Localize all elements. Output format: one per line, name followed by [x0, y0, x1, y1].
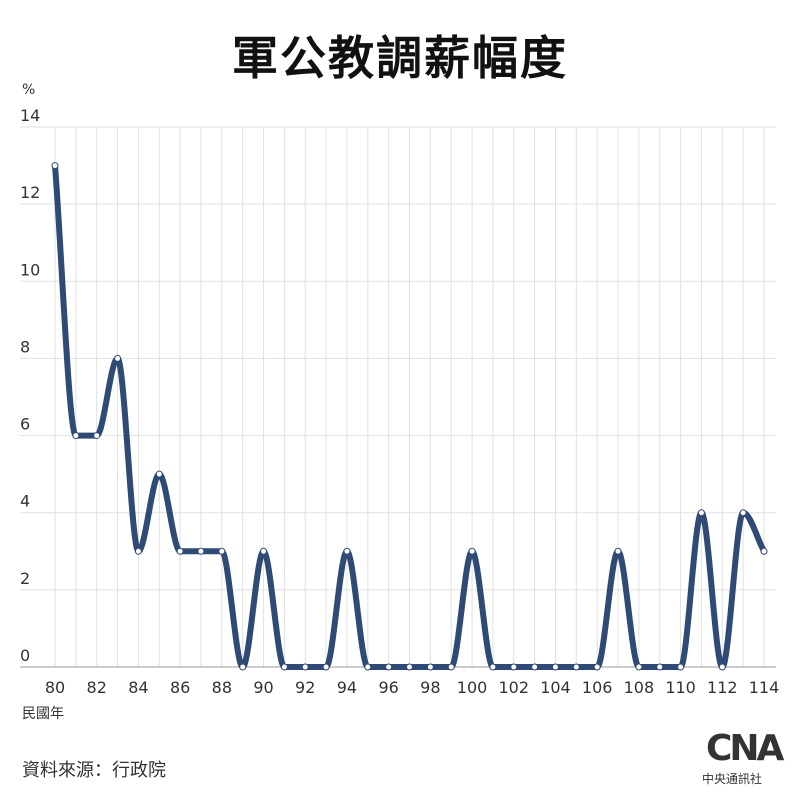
y-tick-label: 0	[20, 646, 30, 665]
x-tick-label: 94	[337, 678, 357, 697]
data-point	[218, 547, 226, 555]
x-tick-label: 106	[582, 678, 613, 697]
y-tick-label: 8	[20, 337, 30, 356]
data-points	[51, 162, 768, 671]
data-point	[260, 547, 268, 555]
cna-logo: CNA 中央通訊社	[700, 728, 790, 788]
data-point	[677, 663, 685, 671]
x-tick-labels: 80 82 84 86 88 90 92 94 96 98 100 102 104 106 108 110 11…	[45, 678, 779, 697]
x-tick-label: 98	[420, 678, 440, 697]
data-point	[468, 547, 476, 555]
data-point	[72, 432, 80, 440]
y-axis-label: %	[22, 82, 35, 98]
data-point	[364, 663, 372, 671]
data-point	[635, 663, 643, 671]
data-point	[447, 663, 455, 671]
y-tick-label: 10	[20, 260, 40, 279]
x-tick-label: 110	[665, 678, 696, 697]
x-tick-label: 108	[624, 678, 655, 697]
data-point	[176, 547, 184, 555]
x-tick-label: 82	[87, 678, 107, 697]
data-point	[155, 470, 163, 478]
y-tick-label: 14	[20, 106, 40, 125]
data-point	[614, 547, 622, 555]
data-point	[343, 547, 351, 555]
data-point	[510, 663, 518, 671]
y-tick-label: 12	[20, 183, 40, 202]
data-point	[489, 663, 497, 671]
x-axis-label: 民國年	[22, 706, 64, 722]
x-tick-label: 102	[498, 678, 529, 697]
x-tick-label: 92	[295, 678, 315, 697]
grid-lines	[20, 126, 776, 668]
x-tick-label: 80	[45, 678, 65, 697]
data-point	[197, 547, 205, 555]
data-point	[301, 663, 309, 671]
data-point	[322, 663, 330, 671]
x-tick-label: 104	[540, 678, 571, 697]
data-point	[656, 663, 664, 671]
data-point	[426, 663, 434, 671]
x-tick-label: 114	[749, 678, 780, 697]
x-tick-label: 90	[253, 678, 273, 697]
data-point	[385, 663, 393, 671]
data-point	[280, 663, 288, 671]
data-point	[51, 162, 59, 170]
x-tick-label: 86	[170, 678, 190, 697]
data-point	[134, 547, 142, 555]
x-tick-label: 112	[707, 678, 738, 697]
data-point	[760, 547, 768, 555]
logo-mark: CNA	[706, 728, 784, 769]
data-point	[531, 663, 539, 671]
data-point	[739, 509, 747, 517]
data-point	[697, 509, 705, 517]
data-point	[551, 663, 559, 671]
x-tick-label: 88	[212, 678, 232, 697]
data-point	[239, 663, 247, 671]
data-point	[406, 663, 413, 671]
data-point	[593, 663, 601, 671]
data-point	[93, 432, 101, 440]
data-point	[718, 663, 726, 671]
x-tick-label: 96	[378, 678, 398, 697]
y-tick-label: 2	[20, 569, 30, 588]
y-tick-labels: 0 2 4 6 8 10 12 14	[20, 106, 40, 665]
y-tick-label: 6	[20, 415, 30, 434]
x-tick-label: 100	[457, 678, 488, 697]
data-point	[114, 354, 122, 362]
source-note: 資料來源：行政院	[22, 760, 166, 781]
data-point	[572, 663, 580, 671]
chart-title: 軍公教調薪幅度	[232, 31, 568, 85]
x-tick-label: 84	[128, 678, 148, 697]
logo-name: 中央通訊社	[702, 772, 763, 786]
y-tick-label: 4	[20, 492, 30, 511]
